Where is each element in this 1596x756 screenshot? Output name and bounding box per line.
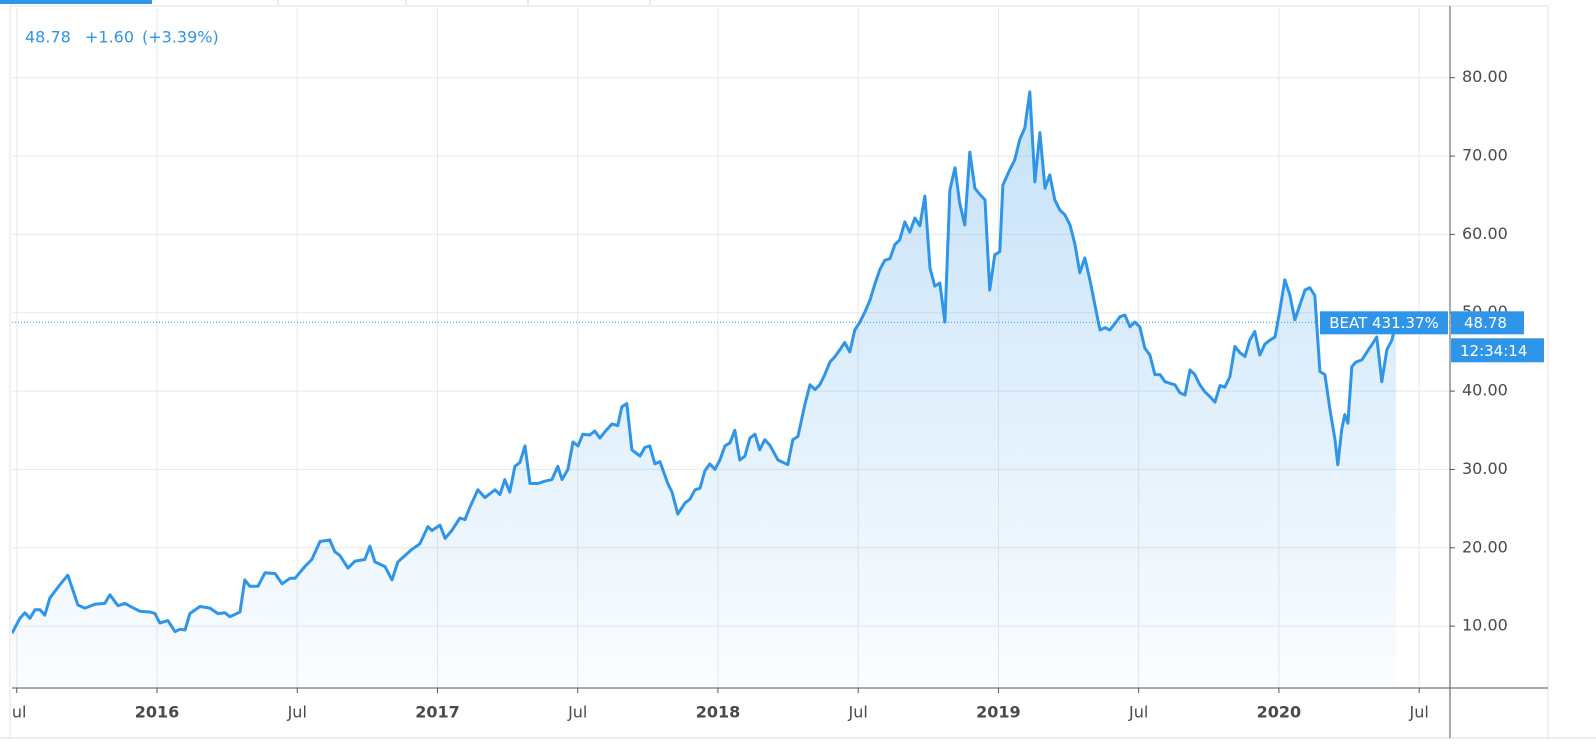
y-tick-label: 10.00 (1462, 616, 1508, 635)
x-tick-label: Jul (6, 703, 26, 722)
price-label: 48.78 (1464, 314, 1507, 332)
x-tick-label: 2017 (415, 703, 460, 722)
x-tick-label: Jul (1128, 703, 1148, 722)
y-tick-label: 70.00 (1462, 146, 1508, 165)
x-tick-label: Jul (1408, 703, 1428, 722)
countdown-box (1451, 338, 1544, 363)
price-labels: BEAT 431.37% 48.78 12:34:14 (1320, 311, 1544, 363)
y-tick-label: 20.00 (1462, 537, 1508, 556)
y-tick-label: 60.00 (1462, 224, 1508, 243)
area-fill (12, 91, 1396, 688)
header-change: +1.60 (85, 28, 134, 47)
y-tick-label: 30.00 (1462, 459, 1508, 478)
price-line (12, 90, 1398, 634)
y-tick-label: 80.00 (1462, 67, 1508, 86)
x-tick-label: 2020 (1257, 703, 1302, 722)
x-tick-label: Jul (567, 703, 587, 722)
price-label-box (1451, 311, 1524, 335)
header-price: 48.78 (25, 28, 71, 47)
x-tick-label: 2019 (976, 703, 1021, 722)
countdown: 12:34:14 (1460, 342, 1527, 360)
tab-dividers (277, 0, 651, 5)
x-tick-label: 2016 (135, 703, 180, 722)
x-tick-label: 2018 (696, 703, 741, 722)
x-tick-label: Jul (848, 703, 868, 722)
x-tick-label: Jul (287, 703, 307, 722)
y-tick-label: 40.00 (1462, 381, 1508, 400)
header-change-pct: (+3.39%) (142, 28, 219, 47)
symbol-label: BEAT 431.37% (1329, 314, 1439, 332)
x-tick-labels: Jul 2016 Jul 2017 Jul 2018 Jul 2019 Jul 2020 Jul (6, 703, 1429, 722)
symbol-label-box (1320, 311, 1448, 335)
active-tab (0, 0, 152, 4)
plot-area (12, 90, 1450, 688)
